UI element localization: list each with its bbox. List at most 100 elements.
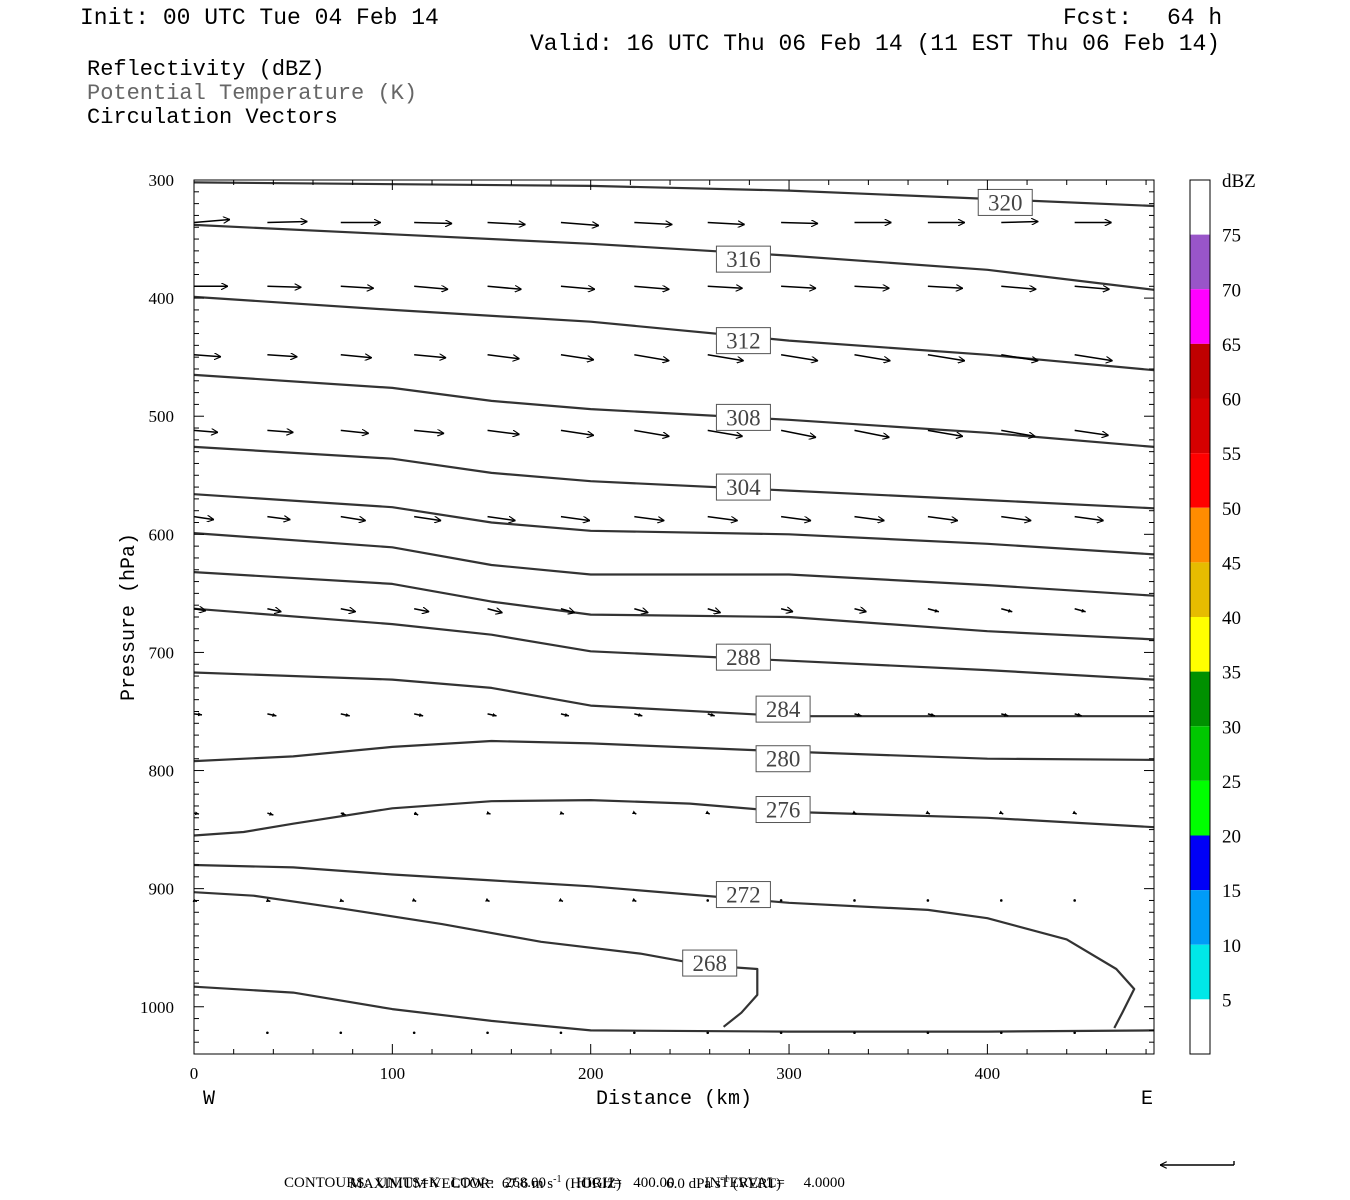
vector <box>707 223 745 225</box>
contour-label-280: 280 <box>755 745 811 773</box>
colorbar-swatch <box>1190 562 1210 617</box>
vector <box>266 1031 269 1035</box>
vector <box>267 355 297 357</box>
contour-320 <box>193 181 1155 208</box>
contours-summary: CONTOURS: UNITS=K LOW= 268.00 HIGH= 400.… <box>284 1175 845 1191</box>
vector <box>927 429 963 436</box>
vector <box>631 897 637 903</box>
vector <box>193 355 221 357</box>
dbz-colorbar: 5 10 15 20 25 30 35 40 45 50 55 60 65 70 75 dBZ <box>1189 171 1256 1055</box>
contour-label-308: 308 <box>715 403 771 431</box>
colorbar-label: 10 <box>1222 936 1241 957</box>
vert-units: dPa s <box>688 1176 721 1192</box>
colorbar-swatch <box>1190 671 1210 727</box>
x-axis-title: Distance (km) <box>596 1088 752 1111</box>
x-axis-east-label: E <box>1141 1088 1153 1111</box>
vector <box>1072 810 1077 815</box>
vector <box>634 515 664 521</box>
vector <box>486 1031 489 1035</box>
colorbar-label: 5 <box>1222 990 1232 1011</box>
y-tick-label: 600 <box>149 525 175 544</box>
colorbar-swatch <box>1190 453 1210 508</box>
vector <box>340 713 350 717</box>
svg-text:276: 276 <box>766 798 801 823</box>
vector <box>267 430 293 432</box>
vector <box>1074 608 1086 613</box>
colorbar-label: 75 <box>1222 226 1241 247</box>
colorbar-label: 55 <box>1222 444 1241 465</box>
y-tick-label: 500 <box>149 407 175 426</box>
vector <box>339 1031 343 1035</box>
vector <box>193 517 214 520</box>
vector <box>634 429 669 436</box>
vector <box>339 898 345 903</box>
colorbar-label: 45 <box>1222 553 1241 574</box>
vector <box>1001 286 1036 289</box>
vector <box>1074 429 1109 435</box>
vector <box>999 1031 1003 1035</box>
colorbar-label: 35 <box>1222 663 1241 684</box>
vector <box>854 712 862 717</box>
x-axis-west-label: W <box>203 1088 215 1111</box>
svg-text:316: 316 <box>726 247 761 272</box>
y-tick-label: 800 <box>149 762 175 781</box>
vector <box>267 811 274 816</box>
vector <box>340 286 374 288</box>
contour-304 <box>193 445 1155 510</box>
contour-292 <box>193 571 1155 641</box>
y-tick-label: 400 <box>149 289 175 308</box>
vector <box>707 515 738 521</box>
vector <box>487 429 520 434</box>
svg-text:288: 288 <box>726 645 761 670</box>
vector <box>634 712 643 717</box>
vector <box>853 899 856 902</box>
title-circulation-vectors: Circulation Vectors <box>87 105 338 130</box>
vector <box>634 286 669 289</box>
vector <box>267 286 301 287</box>
vector <box>560 429 594 435</box>
vector <box>781 286 816 288</box>
colorbar-swatch <box>1190 999 1210 1054</box>
vector <box>485 897 490 903</box>
vector <box>412 1031 416 1035</box>
vector <box>1074 515 1104 521</box>
max-vector-vert-value: 6.0 <box>666 1176 685 1192</box>
svg-text:280: 280 <box>766 747 801 772</box>
colorbar-swatch <box>1190 726 1210 781</box>
vector <box>781 515 811 521</box>
vector <box>414 355 446 358</box>
contour-label-304: 304 <box>715 473 771 501</box>
contour-label-276: 276 <box>755 796 811 824</box>
vector <box>267 222 307 223</box>
vector <box>193 609 206 611</box>
colorbar-label: 30 <box>1222 717 1241 738</box>
vector <box>927 608 940 613</box>
vector <box>854 609 866 612</box>
contour-268 <box>193 891 759 1028</box>
vector <box>414 430 444 433</box>
x-tick-label: 200 <box>578 1064 604 1083</box>
vector <box>780 429 816 437</box>
contour-300 <box>193 493 1155 556</box>
vector <box>487 609 503 613</box>
colorbar-swatch <box>1190 944 1210 1000</box>
colorbar-title: dBZ <box>1222 171 1256 192</box>
vector <box>707 354 744 361</box>
vector <box>560 286 595 289</box>
vector <box>927 286 963 288</box>
contour-labels: 320 316 312 308 304 288 284 280 276 272 268 <box>682 188 1033 977</box>
vector <box>413 811 419 816</box>
vector <box>779 899 783 902</box>
vector <box>487 713 497 717</box>
vector <box>854 429 889 437</box>
vector <box>634 354 669 361</box>
colorbar-label: 15 <box>1222 881 1241 902</box>
colorbar-label: 65 <box>1222 335 1241 356</box>
title-potential-temperature: Potential Temperature (K) <box>87 81 418 106</box>
vector <box>414 223 452 224</box>
vector <box>340 355 372 358</box>
colorbar-swatch <box>1190 780 1210 836</box>
vector <box>780 609 793 612</box>
vector <box>1074 286 1110 289</box>
